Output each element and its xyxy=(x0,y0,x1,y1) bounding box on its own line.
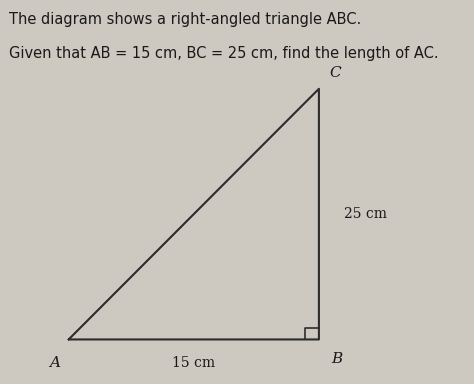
Text: C: C xyxy=(329,66,341,79)
Text: A: A xyxy=(49,356,61,370)
Text: The diagram shows a right-angled triangle ABC.: The diagram shows a right-angled triangl… xyxy=(9,12,362,26)
Text: Given that AB = 15 cm, BC = 25 cm, find the length of AC.: Given that AB = 15 cm, BC = 25 cm, find … xyxy=(9,46,439,61)
Text: B: B xyxy=(331,353,343,366)
Text: 25 cm: 25 cm xyxy=(344,207,387,221)
Text: 15 cm: 15 cm xyxy=(172,356,215,370)
